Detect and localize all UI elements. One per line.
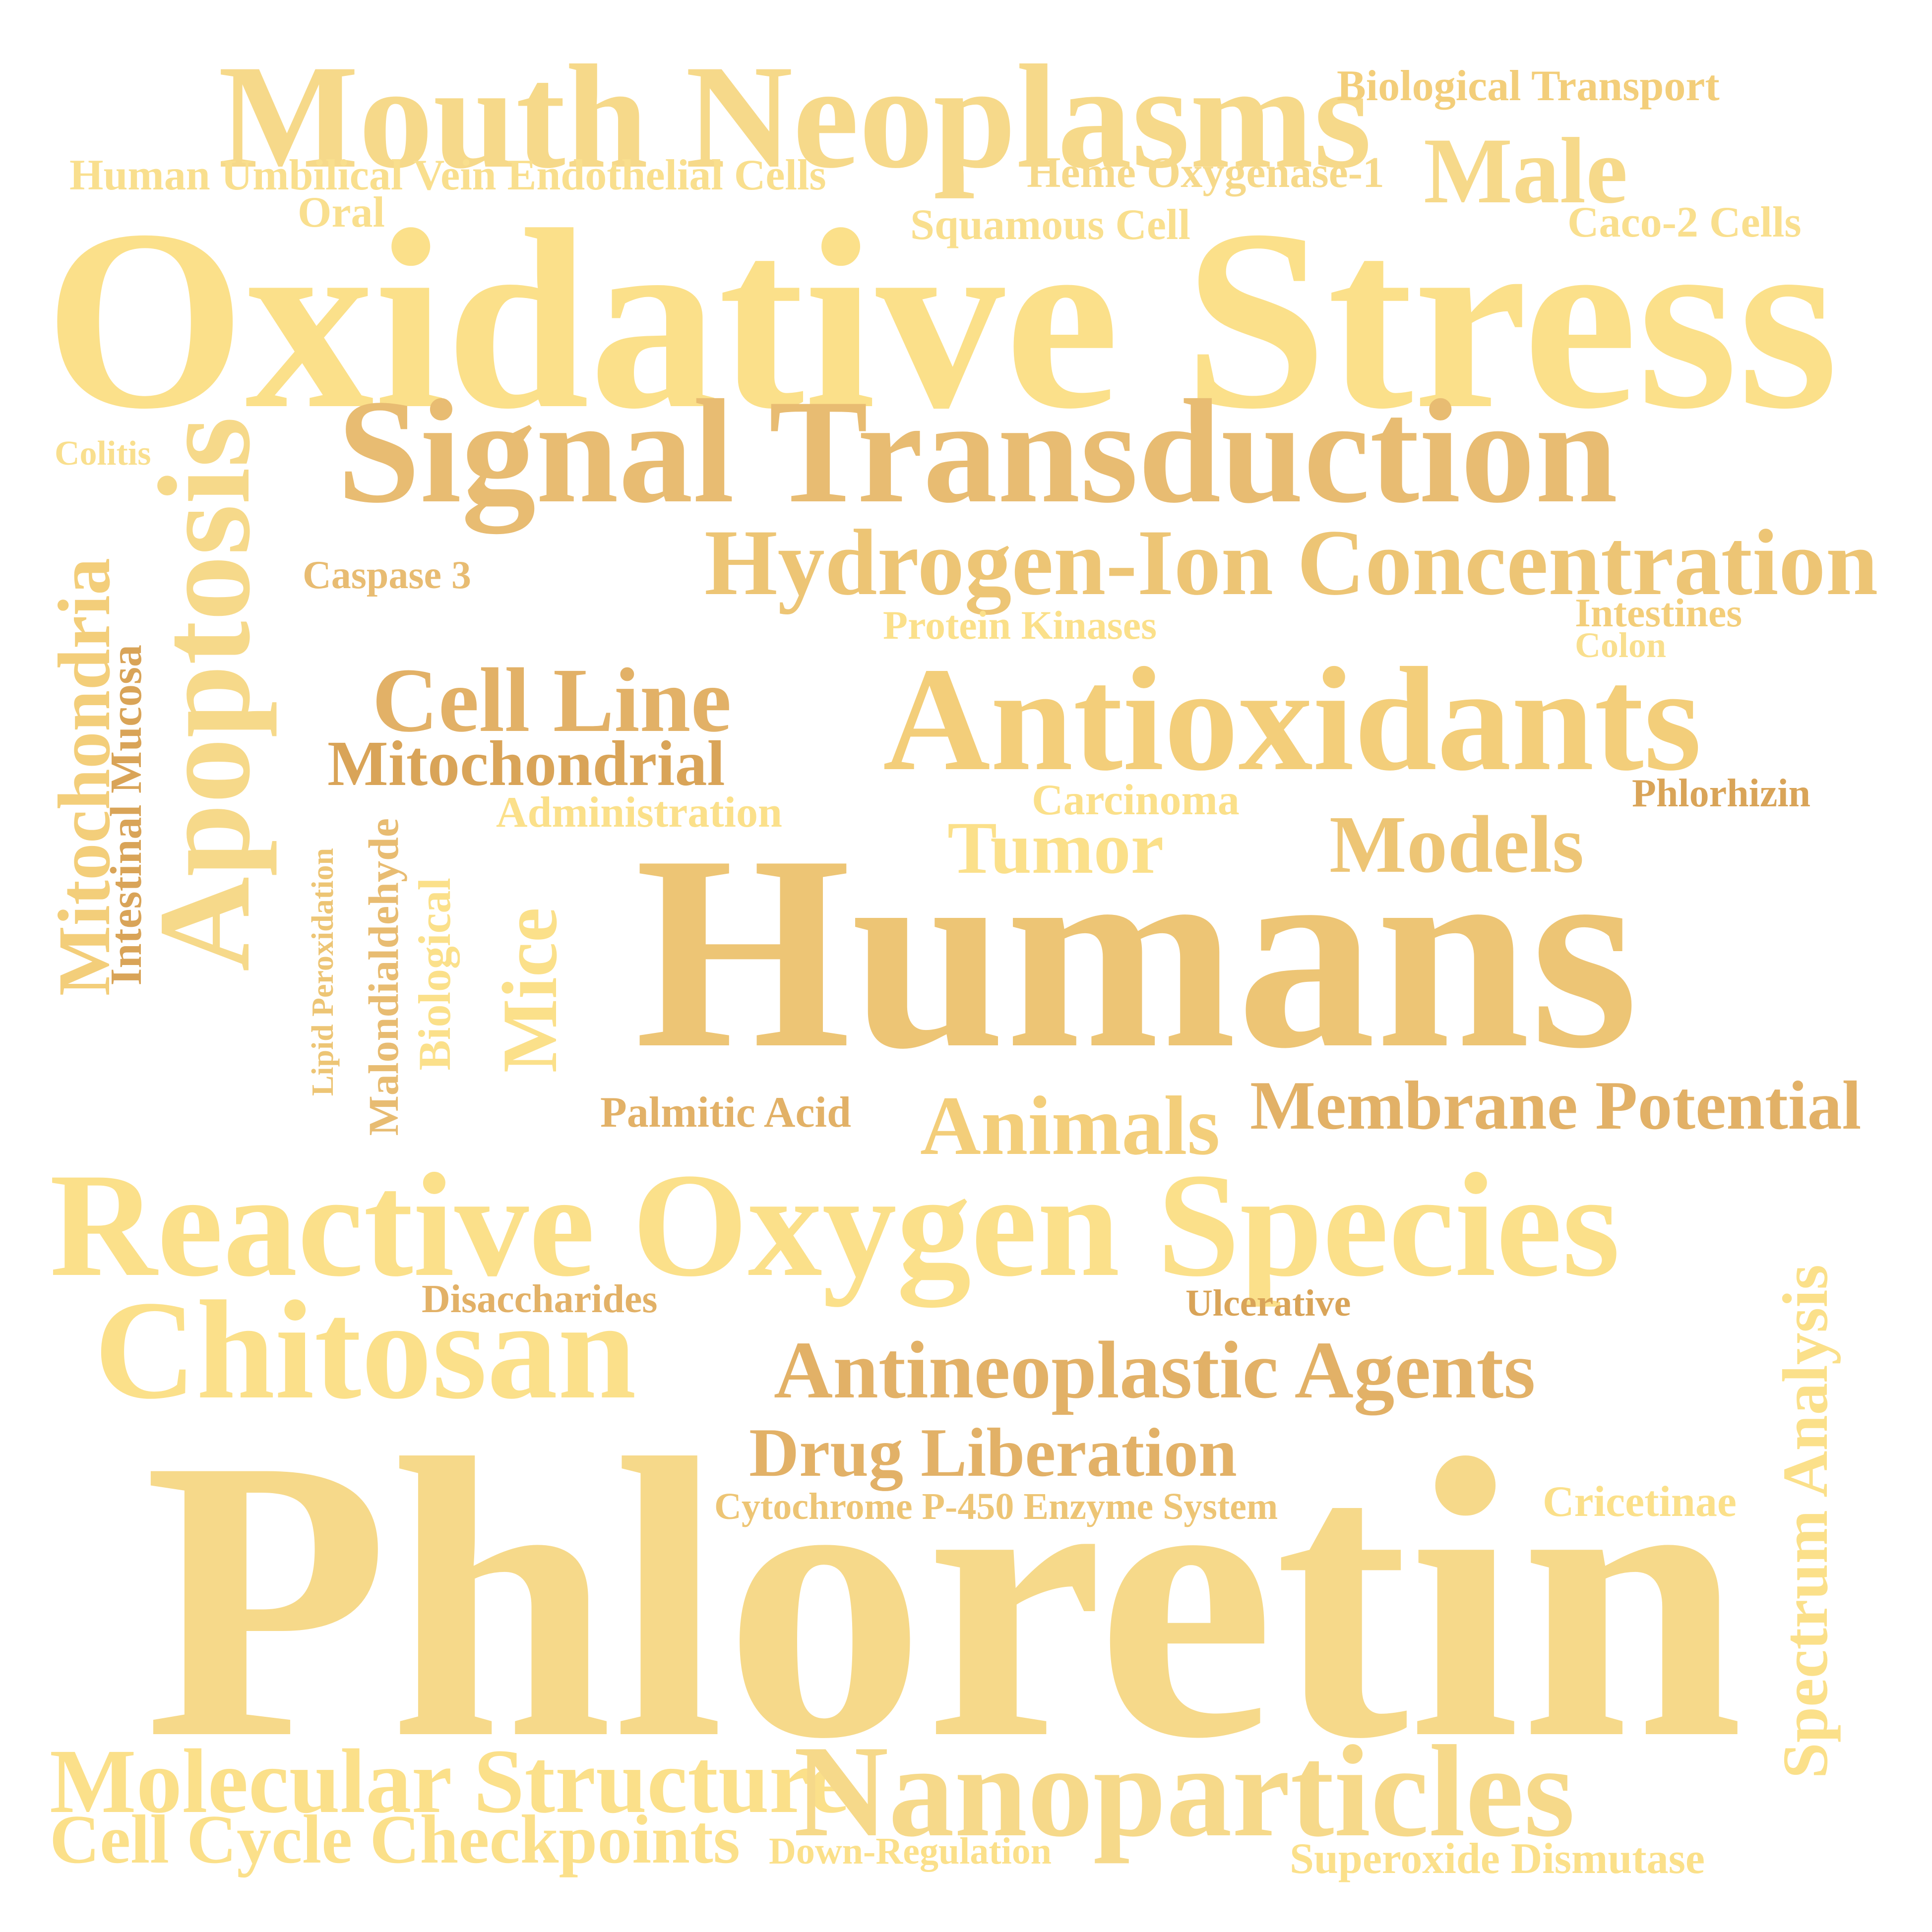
word-biological: Biological [409,878,460,1071]
word-signal-transduction: Signal Transduction [337,369,1618,534]
word-reactive-oxygen-species: Reactive Oxygen Species [50,1143,1620,1307]
word-models: Models [1329,799,1584,890]
word-oxidative-stress: Oxidative Stress [45,177,1838,462]
word-cricetinae: Cricetinae [1543,1478,1737,1526]
word-squamous-cell: Squamous Cell [910,201,1190,249]
word-nanoparticles: Nanoparticles [794,1719,1575,1864]
word-phloretin: Phloretin [144,1377,1744,1821]
word-molecular-structure: Molecular Structure [50,1731,849,1832]
word-spectrum-analysis: Spectrum Analysis [1770,1265,1841,1779]
word-membrane-potential: Membrane Potential [1250,1067,1862,1144]
word-antioxidants: Antioxidants [883,637,1702,801]
word-caco2-cells: Caco-2 Cells [1567,198,1802,246]
word-palmitic-acid: Palmitic Acid [600,1088,851,1137]
word-colon: Colon [1575,625,1667,665]
word-mice: Mice [487,907,573,1073]
word-cytochrome-p450: Cytochrome P-450 Enzyme System [714,1486,1278,1527]
word-heme-oxygenase: Heme Oxygenase-1 [1027,149,1384,197]
word-oral: Oral [298,188,385,237]
word-chitosan: Chitosan [94,1271,636,1428]
word-drug-liberation: Drug Liberation [749,1414,1237,1491]
word-male: Male [1424,119,1628,223]
word-colitis: Colitis [55,434,151,473]
word-down-regulation: Down-Regulation [769,1830,1052,1872]
word-tumor: Tumor [947,807,1164,889]
word-apoptosis: Apoptosis [132,417,277,972]
word-humans: Humans [635,798,1638,1106]
word-administration: Administration [496,788,782,837]
word-disaccharides: Disaccharides [422,1277,658,1321]
word-lipid-peroxidation: Lipid Peroxidation [306,848,340,1096]
word-malondialdehyde: Malondialdehyde [360,818,407,1136]
word-phlorhizin: Phlorhizin [1632,772,1811,815]
word-cell-line: Cell Line [372,650,732,751]
word-mouth-neoplasms: Mouth Neoplasms [218,34,1372,199]
word-hydrogen-ion-concentration: Hydrogen-Ion Concentration [704,511,1878,615]
word-protein-kinases: Protein Kinases [883,603,1157,648]
word-ulcerative: Ulcerative [1185,1282,1351,1324]
word-carcinoma: Carcinoma [1032,776,1240,824]
word-intestines: Intestines [1575,590,1743,635]
word-caspase-3: Caspase 3 [303,553,472,597]
word-mitochondrial: Mitochondrial [327,728,725,799]
word-cell-cycle-checkpoints: Cell Cycle Checkpoints [50,1801,741,1878]
word-animals: Animals [920,1079,1220,1172]
word-intestinal-mucosa: Intestinal Mucosa [102,645,151,986]
word-biological-transport: Biological Transport [1337,62,1720,110]
word-superoxide-dismutase: Superoxide Dismutase [1290,1835,1705,1883]
word-huvec: Human Umbilical Vein Endothelial Cells [69,151,826,199]
word-antineoplastic-agents: Antineoplastic Agents [774,1325,1536,1415]
